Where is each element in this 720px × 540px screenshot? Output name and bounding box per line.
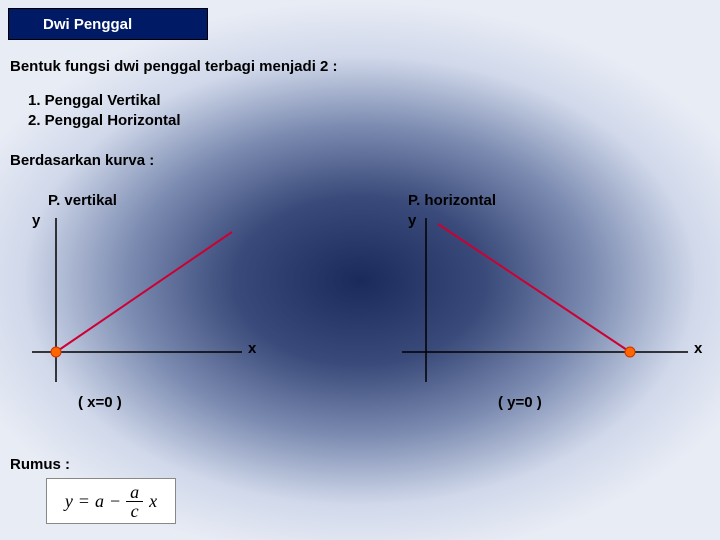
diagram-horizontal-svg <box>378 212 708 392</box>
intercept-line-right <box>438 224 630 352</box>
y-axis-label-right: y <box>408 212 416 229</box>
diagram-vertikal: y x ( x=0 ) <box>32 212 262 422</box>
formula-a: a <box>95 491 104 512</box>
caption-right: ( y=0 ) <box>498 394 542 411</box>
y-axis-label-left: y <box>32 212 40 229</box>
list-item-1: 1. Penggal Vertikal <box>28 92 161 109</box>
diagram-vertikal-svg <box>32 212 262 392</box>
formula-eq: = <box>79 491 89 512</box>
x-axis-label-left: x <box>248 340 256 357</box>
formula-lhs: y <box>65 491 73 512</box>
basis-text: Berdasarkan kurva : <box>10 152 154 169</box>
list-item-2: 2. Penggal Horizontal <box>28 112 181 129</box>
formula-x: x <box>149 491 157 512</box>
title-text: Dwi Penggal <box>43 16 132 33</box>
intercept-line-left <box>56 232 232 352</box>
intro-text: Bentuk fungsi dwi penggal terbagi menjad… <box>10 58 338 75</box>
p-horizontal-heading: P. horizontal <box>408 192 496 209</box>
formula-box: y = a − a c x <box>46 478 176 524</box>
diagram-horizontal: y x ( y=0 ) <box>378 212 708 422</box>
intercept-dot-right <box>625 347 635 357</box>
caption-left: ( x=0 ) <box>78 394 122 411</box>
formula-minus: − <box>110 491 120 512</box>
p-vertikal-heading: P. vertikal <box>48 192 117 209</box>
intercept-dot-left <box>51 347 61 357</box>
x-axis-label-right: x <box>694 340 702 357</box>
formula-den: c <box>127 502 143 520</box>
rumus-label: Rumus : <box>10 456 70 473</box>
title-box: Dwi Penggal <box>8 8 208 40</box>
formula-num: a <box>126 483 143 502</box>
formula-fraction: a c <box>126 483 143 520</box>
